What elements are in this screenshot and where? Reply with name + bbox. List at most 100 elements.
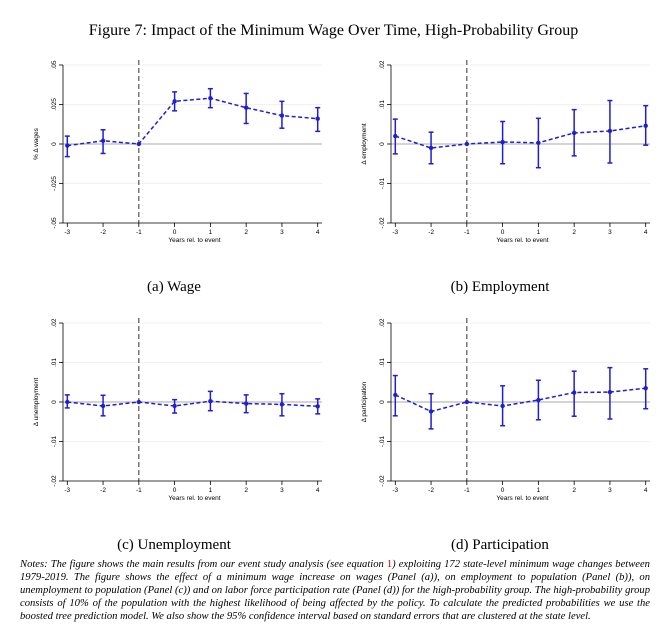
data-point: [536, 140, 541, 146]
data-point: [571, 130, 577, 136]
x-axis-label: Years rel. to event: [168, 495, 220, 502]
x-tick-label: -2: [100, 487, 106, 494]
x-tick-label: 0: [501, 487, 505, 494]
x-tick-label: 2: [572, 229, 576, 236]
data-point: [65, 399, 70, 405]
y-axis-label: Δ employment: [361, 123, 368, 164]
data-point: [607, 389, 613, 395]
y-tick-label: .02: [51, 318, 58, 327]
series-line: [394, 387, 646, 413]
y-tick-label: -.01: [379, 178, 386, 190]
series-line: [67, 400, 318, 408]
data-point: [607, 128, 613, 134]
x-tick-label: 4: [316, 487, 320, 494]
data-point: [428, 145, 434, 151]
x-tick-label: -2: [100, 229, 106, 236]
data-point: [393, 392, 398, 398]
y-axis-label: Δ unemployment: [33, 378, 40, 427]
data-point: [643, 385, 648, 391]
data-point: [500, 403, 505, 409]
x-tick-label: 1: [537, 487, 541, 494]
x-axis-label: Years rel. to event: [496, 237, 548, 244]
x-tick-label: -1: [136, 229, 142, 236]
y-tick-label: 0: [379, 142, 386, 146]
x-axis-label: Years rel. to event: [168, 237, 220, 244]
x-tick-label: 0: [173, 487, 177, 494]
x-tick-label: 3: [608, 487, 612, 494]
data-point: [500, 139, 505, 145]
x-tick-label: -3: [64, 229, 70, 236]
figure-title: Figure 7: Impact of the Minimum Wage Ove…: [88, 22, 579, 39]
data-point: [464, 399, 470, 405]
y-tick-label: -.02: [379, 217, 386, 229]
data-point: [279, 113, 285, 118]
caption-wage: (a) Wage: [147, 279, 201, 295]
y-tick-label: .01: [379, 100, 386, 109]
data-point: [279, 402, 285, 407]
x-tick-label: 3: [280, 229, 284, 236]
x-tick-label: 1: [537, 229, 541, 236]
caption-unemployment: (c) Unemployment: [117, 537, 231, 553]
data-point: [65, 143, 70, 148]
x-tick-label: -2: [428, 487, 434, 494]
notes-text-start: Notes: The figure shows the main results…: [20, 559, 387, 570]
x-tick-label: 2: [572, 487, 576, 494]
panel-unemployment-chart: -.02 -.01 0 .01 .02 Δ unemployment -3 -2 -1 0 1 2 3 4…: [33, 318, 322, 502]
data-point: [208, 95, 213, 101]
data-point: [393, 133, 398, 139]
x-tick-label: 2: [244, 487, 248, 494]
data-point: [172, 99, 177, 104]
data-point: [243, 401, 249, 406]
y-tick-label: -.01: [379, 436, 386, 448]
x-tick-label: 4: [644, 487, 648, 494]
y-tick-label: -.05: [51, 217, 58, 229]
y-tick-label: .01: [51, 358, 58, 367]
data-point: [208, 399, 213, 404]
y-axis-label: Δ participation: [361, 381, 368, 422]
data-point: [315, 404, 320, 409]
caption-participation: (d) Participation: [451, 537, 549, 553]
x-tick-label: -1: [464, 487, 470, 494]
panel-participation-chart: -.02 -.01 0 .01 .02 Δ participation -3 -2 -1 0 1 2 3…: [361, 318, 650, 502]
x-tick-label: 0: [501, 229, 505, 236]
data-point: [100, 138, 106, 144]
x-tick-label: 0: [173, 229, 177, 236]
series-line: [67, 97, 318, 147]
x-tick-label: -2: [428, 229, 434, 236]
x-tick-label: 3: [280, 487, 284, 494]
x-tick-label: -3: [64, 487, 70, 494]
data-point: [315, 116, 320, 121]
panel-employment-chart: -.02 -.01 0 .01 .02 Δ employment -3 -2 -1 0 1 2 3 4 Ye…: [361, 60, 650, 244]
data-point: [100, 403, 106, 409]
x-tick-label: 1: [209, 487, 213, 494]
series-line: [395, 125, 646, 149]
y-tick-label: 0: [51, 400, 58, 404]
data-point: [243, 105, 249, 110]
y-tick-label: 0: [51, 142, 58, 146]
panel-wage-chart: -.05 -.025 0 .025 .05 % Δ wages -3 -2 -1 0 1 2 3 4 Yea…: [33, 60, 322, 244]
figure-notes: Notes: The figure shows the main results…: [20, 558, 650, 623]
y-tick-label: -.02: [51, 475, 58, 487]
data-point: [428, 409, 434, 414]
caption-employment: (b) Employment: [450, 279, 550, 295]
data-point: [136, 141, 142, 147]
y-tick-label: .02: [379, 318, 386, 327]
data-point: [571, 390, 577, 395]
x-tick-label: 1: [209, 229, 213, 236]
equation-reference-link[interactable]: 1: [386, 559, 393, 570]
y-tick-label: .05: [51, 60, 58, 69]
x-tick-label: -3: [392, 487, 398, 494]
y-tick-label: .01: [379, 358, 386, 367]
x-tick-label: -1: [136, 487, 142, 494]
y-tick-label: .02: [379, 60, 386, 69]
y-axis-label: % Δ wages: [33, 127, 40, 160]
x-tick-label: -3: [392, 229, 398, 236]
y-tick-label: .025: [51, 98, 58, 111]
x-tick-label: 4: [316, 229, 320, 236]
x-tick-label: -1: [464, 229, 470, 236]
x-tick-label: 2: [244, 229, 248, 236]
notes-text-end: ) exploiting 172 state-level minimum wag…: [20, 559, 650, 622]
data-point: [536, 397, 541, 403]
data-point: [172, 403, 177, 409]
x-tick-label: 4: [644, 229, 648, 236]
